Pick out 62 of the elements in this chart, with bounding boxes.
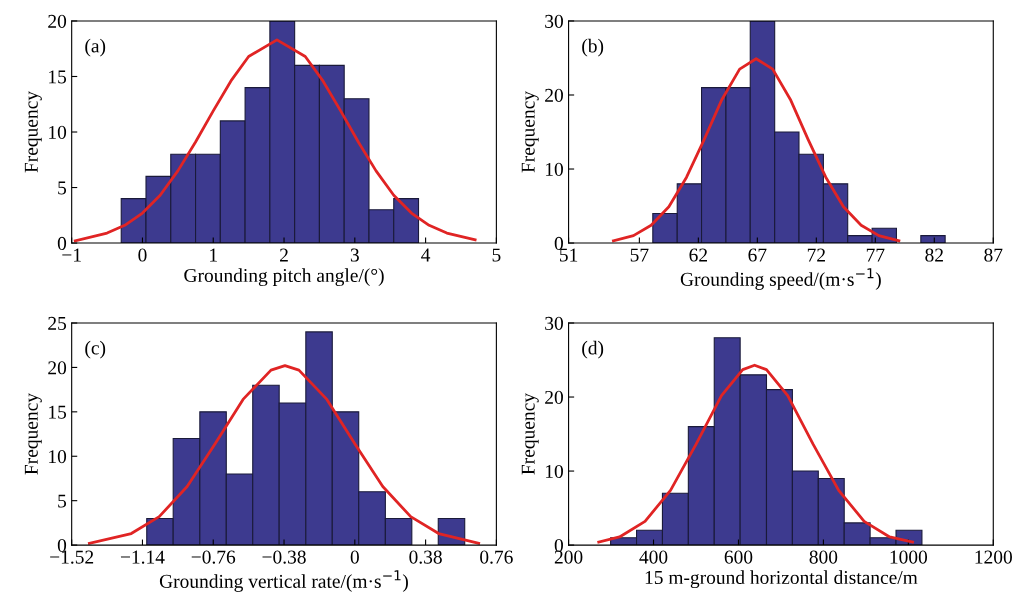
y-tick-label: 20 xyxy=(545,88,563,102)
x-tick-label: −0.76 xyxy=(191,550,236,564)
y-tick-label: 10 xyxy=(49,125,67,139)
y-tick-label: 0 xyxy=(57,236,67,250)
x-tick-label: 400 xyxy=(639,550,668,564)
y-tick-label: 30 xyxy=(545,14,563,28)
x-axis-title: Grounding vertical rate/(m·s$^{−1}$) xyxy=(159,570,408,592)
annotation: (b) xyxy=(582,38,604,57)
y-axis-title: Frequency xyxy=(521,393,539,475)
y-tick-label: 5 xyxy=(58,181,67,195)
x-tick-label: 77 xyxy=(866,248,885,262)
x-tick-label: 3 xyxy=(350,248,359,262)
x-axis-title: 15 m-ground horizontal distance/m xyxy=(645,570,918,589)
x-tick-label: −1.52 xyxy=(50,550,94,564)
line-series xyxy=(73,38,477,243)
x-tick-label: 800 xyxy=(809,550,838,564)
x-tick-label: 1200 xyxy=(975,550,1012,564)
y-tick-label: 30 xyxy=(545,316,563,330)
x-tick-label: 0 xyxy=(350,550,359,564)
y-axis-title: Frequency xyxy=(521,91,539,173)
y-tick-label: 15 xyxy=(49,70,67,84)
x-tick-label: 4 xyxy=(421,248,431,262)
line-series xyxy=(612,57,901,243)
x-tick-label: 1000 xyxy=(890,550,928,564)
x-tick-label: 82 xyxy=(925,248,943,262)
x-tick-label: 87 xyxy=(984,248,1003,262)
x-tick-label: 2 xyxy=(280,248,288,262)
x-tick-label: 57 xyxy=(630,248,649,262)
annotation: (d) xyxy=(582,340,604,359)
y-tick-label: 20 xyxy=(48,361,67,375)
y-tick-label: 20 xyxy=(545,390,563,404)
annotation: (a) xyxy=(85,38,106,57)
x-tick-label: 0.76 xyxy=(480,550,513,564)
x-axis-title: Grounding pitch angle/(°) xyxy=(184,268,384,287)
y-tick-label: 25 xyxy=(48,316,67,330)
y-tick-label: 0 xyxy=(554,538,563,553)
y-tick-label: 5 xyxy=(58,494,67,508)
x-tick-label: 62 xyxy=(689,248,707,262)
y-tick-label: 10 xyxy=(545,162,563,176)
x-tick-label: −1 xyxy=(62,248,81,262)
x-tick-label: 200 xyxy=(554,550,583,564)
x-axis-title: Grounding speed/(m·s$^{−1}$) xyxy=(680,268,881,290)
x-tick-label: −0.38 xyxy=(262,550,306,564)
y-tick-label: 20 xyxy=(48,14,67,28)
y-tick-label: 15 xyxy=(49,405,67,419)
annotation: (c) xyxy=(85,340,106,359)
y-axis-title: Frequency xyxy=(24,393,42,475)
line-series xyxy=(87,364,481,545)
y-tick-label: 0 xyxy=(554,236,563,250)
x-tick-label: 0.38 xyxy=(409,550,442,564)
x-tick-label: 5 xyxy=(492,248,501,262)
y-axis-title: Frequency xyxy=(24,91,42,173)
x-tick-label: 0 xyxy=(138,248,147,262)
x-tick-label: 67 xyxy=(748,248,767,262)
x-tick-label: 72 xyxy=(807,248,825,262)
x-tick-label: 51 xyxy=(559,248,578,262)
y-tick-label: 10 xyxy=(49,450,67,464)
x-tick-label: −1.14 xyxy=(120,550,165,564)
x-tick-label: 600 xyxy=(724,550,753,564)
y-tick-label: 0 xyxy=(57,538,67,553)
y-tick-label: 10 xyxy=(545,464,563,478)
x-tick-label: 1 xyxy=(210,248,217,262)
